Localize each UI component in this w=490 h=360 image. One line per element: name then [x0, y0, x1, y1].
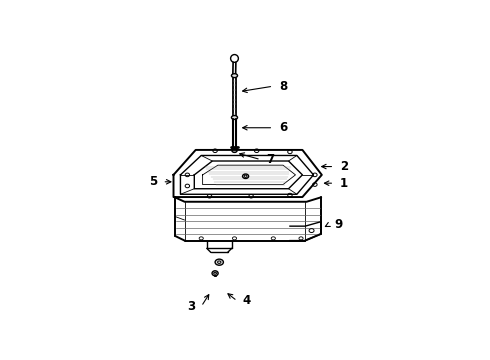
Ellipse shape — [232, 149, 237, 152]
Text: 6: 6 — [279, 121, 287, 134]
Text: 5: 5 — [148, 175, 157, 188]
Ellipse shape — [231, 74, 238, 77]
Ellipse shape — [215, 259, 223, 265]
Text: 1: 1 — [340, 177, 348, 190]
Text: 8: 8 — [279, 80, 287, 93]
Text: 4: 4 — [243, 294, 251, 307]
Text: 9: 9 — [334, 218, 343, 231]
Text: 2: 2 — [340, 160, 348, 173]
Ellipse shape — [231, 116, 238, 120]
Ellipse shape — [212, 271, 218, 276]
Text: 7: 7 — [267, 153, 274, 166]
Text: 3: 3 — [188, 300, 196, 313]
